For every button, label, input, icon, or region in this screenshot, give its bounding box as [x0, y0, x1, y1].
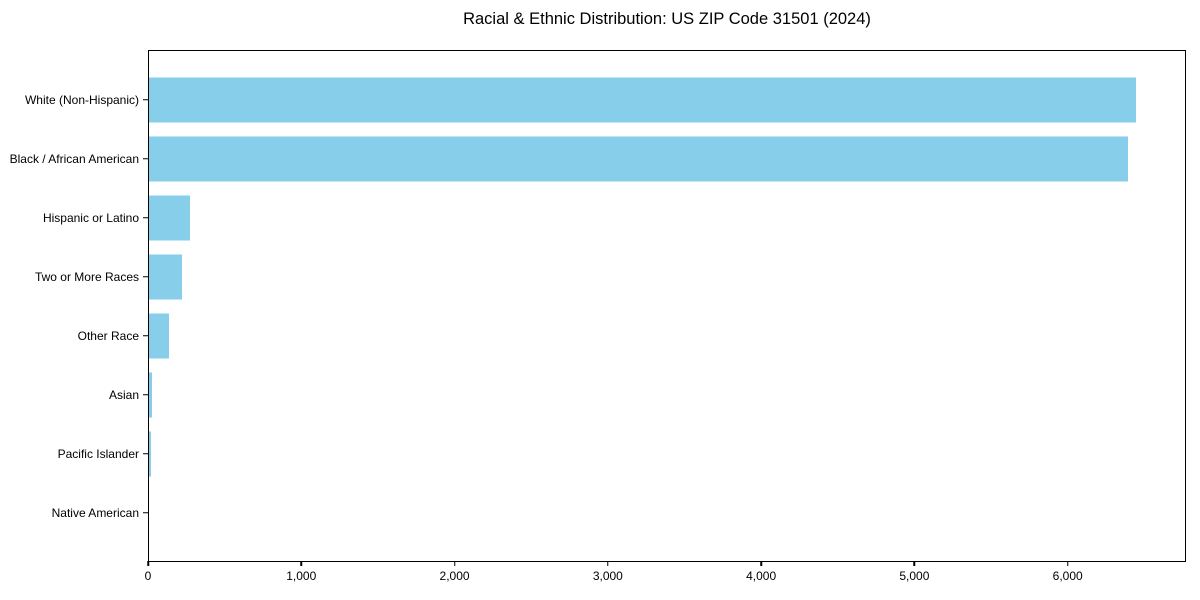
- bar-rows: White (Non-Hispanic) Black / African Amer…: [10, 51, 1185, 561]
- category-label: Native American: [51, 505, 139, 520]
- x-tick-mark: [300, 561, 303, 566]
- y-tick-mark: [143, 452, 148, 455]
- bar: [149, 431, 152, 476]
- bar: [149, 136, 1129, 181]
- x-tick-mark: [913, 561, 916, 566]
- y-tick-mark: [143, 98, 148, 101]
- bar: [149, 77, 1136, 122]
- x-tick-label: 4,000: [746, 569, 777, 583]
- y-tick-mark: [143, 334, 148, 337]
- bar-row: Asian: [109, 365, 1185, 424]
- bar-row: Black / African American: [10, 129, 1185, 188]
- x-tick-label: 0: [144, 569, 152, 583]
- bar: [149, 195, 190, 240]
- category-label: Other Race: [77, 328, 139, 343]
- bar: [149, 254, 182, 299]
- y-tick-mark: [143, 216, 148, 219]
- x-tick-label: 1,000: [286, 569, 317, 583]
- bar-row: Native American: [52, 483, 1185, 542]
- plot-area: White (Non-Hispanic) Black / African Amer…: [10, 50, 1186, 562]
- x-tick-label: 6,000: [1052, 569, 1083, 583]
- x-tick-label: 5,000: [899, 569, 930, 583]
- y-tick-mark: [143, 157, 148, 160]
- category-label: Two or More Races: [34, 269, 139, 284]
- bar-row: Other Race: [78, 306, 1185, 365]
- x-tick-mark: [147, 561, 149, 566]
- category-label: Hispanic or Latino: [42, 210, 139, 225]
- bar: [149, 372, 153, 417]
- x-tick-mark: [1066, 561, 1069, 566]
- chart-title: Racial & Ethnic Distribution: US ZIP Cod…: [463, 10, 871, 28]
- y-tick-mark: [143, 511, 148, 514]
- bar-row: Two or More Races: [35, 247, 1185, 306]
- y-tick-mark: [143, 275, 148, 278]
- bar-row: Hispanic or Latino: [43, 188, 1185, 247]
- y-tick-mark: [143, 393, 148, 396]
- category-label: Asian: [108, 387, 139, 402]
- x-tick-mark: [760, 561, 762, 566]
- x-tick-label: 3,000: [592, 569, 623, 583]
- x-tick-mark: [453, 561, 456, 566]
- category-label: Pacific Islander: [57, 446, 139, 461]
- x-tick-label: 2,000: [439, 569, 470, 583]
- category-label: Black / African American: [9, 151, 139, 166]
- x-axis: 0 1,000 2,000 3,000 4,000 5,000 6,000: [144, 561, 1186, 591]
- category-label: White (Non-Hispanic): [24, 92, 139, 107]
- bar-row: White (Non-Hispanic): [25, 70, 1185, 129]
- bar-row: Pacific Islander: [58, 424, 1185, 483]
- x-tick-mark: [607, 561, 609, 566]
- bar: [149, 313, 170, 358]
